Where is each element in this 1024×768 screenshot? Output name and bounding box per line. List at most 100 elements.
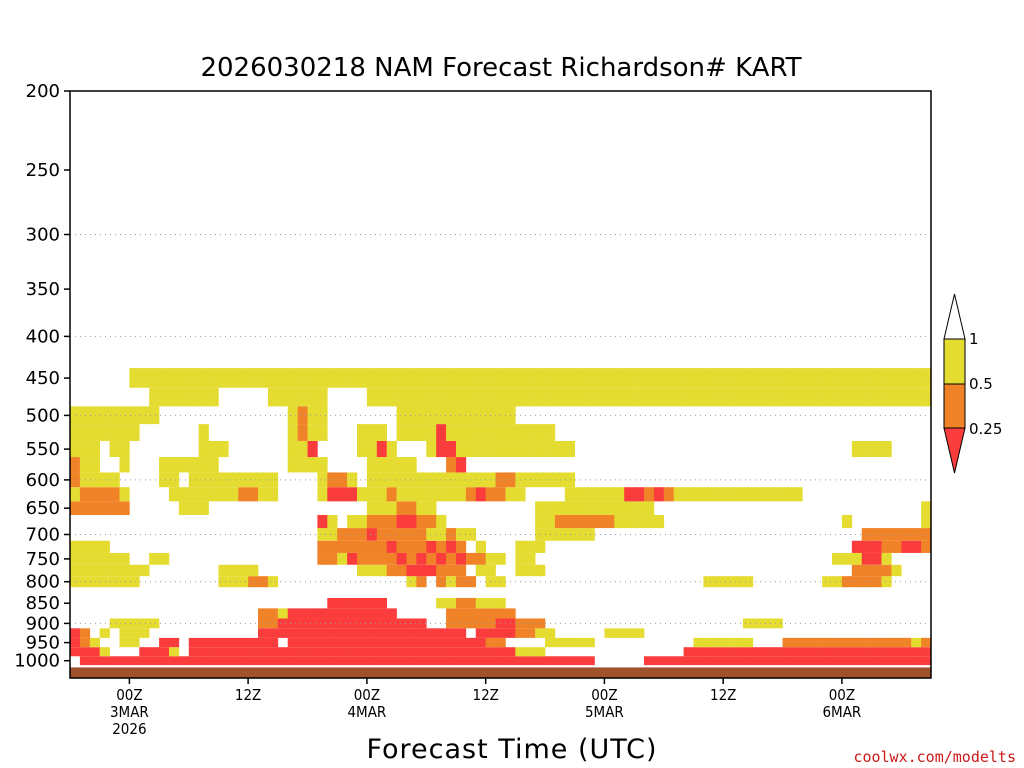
heatmap-cell: [762, 647, 773, 657]
heatmap-cell: [396, 501, 407, 515]
heatmap-cell: [99, 552, 110, 565]
heatmap-cell: [386, 457, 397, 473]
heatmap-cell: [515, 540, 526, 553]
heatmap-cell: [574, 514, 585, 529]
heatmap-cell: [70, 628, 81, 638]
heatmap-cell: [802, 387, 813, 407]
heatmap-cell: [822, 656, 833, 666]
heatmap-cell: [663, 656, 674, 666]
heatmap-cell: [159, 637, 170, 648]
heatmap-cell: [109, 501, 120, 515]
heatmap-cell: [604, 628, 615, 638]
heatmap-cell: [297, 656, 308, 666]
heatmap-cell: [742, 576, 754, 588]
heatmap-cell: [752, 368, 764, 388]
heatmap-cell: [762, 387, 773, 407]
heatmap-cell: [644, 656, 655, 666]
heatmap-cell: [317, 472, 328, 488]
heatmap-cell: [634, 628, 645, 638]
heatmap-cell: [861, 528, 872, 541]
heatmap-cell: [218, 564, 229, 577]
heatmap-cell: [535, 387, 546, 407]
heatmap-cell: [446, 424, 457, 441]
heatmap-cell: [297, 368, 308, 388]
heatmap-cell: [337, 540, 348, 553]
heatmap-cell: [465, 440, 477, 458]
heatmap-cell: [812, 387, 823, 407]
heatmap-cell: [178, 457, 190, 473]
heatmap-cell: [248, 564, 259, 577]
heatmap-cell: [505, 368, 516, 388]
heatmap-cell: [465, 608, 477, 619]
heatmap-cell: [386, 501, 397, 515]
heatmap-cell: [861, 552, 872, 565]
heatmap-cell: [723, 637, 734, 648]
heatmap-cell: [921, 368, 932, 388]
heatmap-cell: [881, 656, 892, 666]
heatmap-cell: [752, 656, 764, 666]
heatmap-cell: [545, 637, 556, 648]
heatmap-cell: [792, 656, 803, 666]
heatmap-cell: [277, 647, 289, 657]
heatmap-cell: [535, 628, 546, 638]
heatmap-cell: [149, 552, 160, 565]
heatmap-cell: [208, 637, 219, 648]
heatmap-cell: [376, 487, 387, 502]
heatmap-cell: [386, 440, 397, 458]
heatmap-cell: [198, 637, 209, 648]
heatmap-cell: [515, 368, 526, 388]
heatmap-cell: [921, 501, 932, 515]
heatmap-cell: [782, 487, 793, 502]
heatmap-cell: [119, 656, 130, 666]
heatmap-cell: [366, 628, 378, 638]
heatmap-cell: [535, 368, 546, 388]
heatmap-cell: [327, 637, 338, 648]
y-tick-label: 400: [26, 326, 60, 347]
heatmap-cell: [297, 647, 308, 657]
heatmap-cell: [634, 387, 645, 407]
heatmap-cell: [426, 656, 437, 666]
heatmap-cell: [554, 368, 566, 388]
heatmap-cell: [307, 368, 318, 388]
heatmap-cell: [267, 618, 279, 629]
heatmap-cell: [673, 487, 684, 502]
heatmap-cell: [475, 656, 486, 666]
heatmap-cell: [396, 528, 407, 541]
heatmap-cell: [347, 608, 358, 619]
heatmap-cell: [416, 487, 427, 502]
heatmap-cell: [416, 387, 427, 407]
heatmap-cell: [396, 552, 407, 565]
heatmap-cell: [475, 628, 486, 638]
heatmap-cell: [832, 387, 843, 407]
heatmap-cell: [297, 424, 308, 441]
heatmap-cell: [624, 514, 635, 529]
heatmap-cell: [446, 618, 457, 629]
heatmap-cell: [178, 487, 190, 502]
heatmap-cell: [317, 457, 328, 473]
heatmap-cell: [881, 440, 892, 458]
heatmap-cell: [564, 368, 576, 388]
heatmap-cell: [337, 618, 348, 629]
heatmap-cell: [188, 647, 199, 657]
heatmap-cell: [89, 540, 100, 553]
heatmap-cell: [277, 628, 289, 638]
heatmap-cell: [79, 552, 91, 565]
heatmap-cell: [772, 368, 783, 388]
heatmap-cell: [297, 457, 308, 473]
heatmap-cell: [455, 457, 467, 473]
heatmap-cell: [287, 656, 298, 666]
heatmap-cell: [70, 487, 81, 502]
heatmap-cell: [258, 656, 269, 666]
heatmap-cell: [307, 424, 318, 441]
heatmap-cell: [525, 440, 536, 458]
heatmap-cell: [465, 552, 477, 565]
y-axis: 200 250 300 350 400 450 500 550 600 650 700 7508008…: [14, 81, 70, 672]
heatmap-cell: [366, 608, 378, 619]
heatmap-cell: [109, 618, 120, 629]
heatmap-cell: [525, 424, 536, 441]
heatmap-cell: [307, 628, 318, 638]
heatmap-cell: [99, 564, 110, 577]
heatmap-cell: [545, 440, 556, 458]
heatmap-cell: [881, 528, 892, 541]
heatmap-cell: [515, 440, 526, 458]
